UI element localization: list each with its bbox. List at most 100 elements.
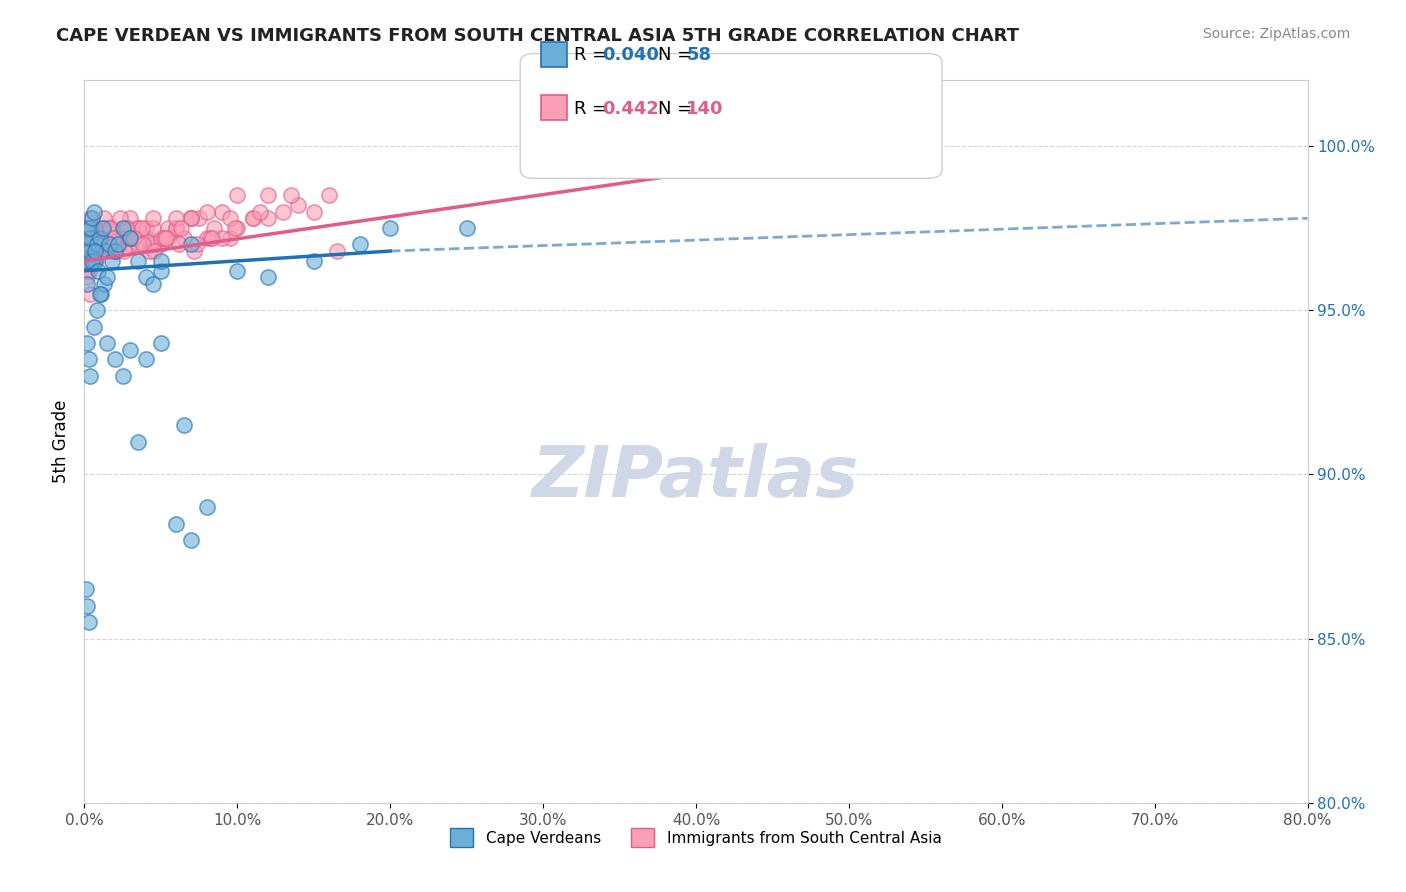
Point [84,254,107,268]
Point [105,244,128,258]
Point [76,254,98,268]
Text: N =: N = [658,100,697,118]
Point [97,237,120,252]
Point [146,237,169,252]
Point [120,343,142,357]
Point [180,211,202,226]
Point [218,211,240,226]
Point [242,211,264,226]
Point [280,188,302,202]
Point [127,237,149,252]
Point [79,254,101,268]
Point [211,231,233,245]
Point [142,237,165,252]
Point [115,221,138,235]
Point [98,221,121,235]
Point [180,533,202,547]
Point [96,336,118,351]
Point [77,237,100,252]
Point [180,211,202,226]
Point [93,277,115,291]
Point [149,231,172,245]
Point [97,221,120,235]
Point [90,221,112,235]
Point [86,237,108,252]
Point [104,244,127,258]
Point [83,237,105,252]
Point [186,237,208,252]
Point [76,237,98,252]
Point [165,221,187,235]
Point [103,231,125,245]
Point [79,221,101,235]
Point [76,599,98,613]
Point [127,434,149,449]
Point [165,516,187,531]
Point [108,237,131,252]
Point [94,221,117,235]
Point [129,237,152,252]
Point [89,244,111,258]
Point [111,368,134,383]
Point [104,352,127,367]
Point [195,231,218,245]
Point [86,237,108,252]
Text: R =: R = [574,46,613,64]
Point [79,231,101,245]
Point [83,244,105,258]
Point [914,139,936,153]
Point [198,231,221,245]
Point [94,221,117,235]
Text: Source: ZipAtlas.com: Source: ZipAtlas.com [1202,27,1350,41]
Point [170,221,193,235]
Point [87,244,110,258]
Point [167,237,190,252]
Point [84,237,107,252]
Point [195,500,218,515]
Point [90,286,112,301]
Point [131,221,153,235]
Point [96,231,118,245]
Point [76,244,98,258]
Point [380,221,402,235]
Point [120,237,142,252]
Point [76,244,98,258]
Point [132,237,155,252]
Point [226,221,249,235]
Text: 140: 140 [686,100,724,118]
Point [77,352,100,367]
Point [91,221,114,235]
Point [89,244,111,258]
Point [120,211,142,226]
Point [257,188,280,202]
Point [93,211,115,226]
Point [96,270,118,285]
Point [111,231,134,245]
Point [86,237,108,252]
Point [135,352,157,367]
Point [349,237,371,252]
Point [111,231,134,245]
Point [89,221,111,235]
Point [80,244,103,258]
Text: 58: 58 [686,46,711,64]
Point [122,231,145,245]
Point [75,221,97,235]
Point [157,221,180,235]
Point [201,231,224,245]
Point [83,254,105,268]
Point [77,254,100,268]
Point [153,231,176,245]
Point [211,204,233,219]
Point [138,244,160,258]
Point [75,231,97,245]
Point [77,615,100,630]
Point [149,254,172,268]
Point [271,204,294,219]
Point [135,221,157,235]
Point [122,231,145,245]
Point [103,231,125,245]
Point [135,231,157,245]
Point [80,254,103,268]
Point [80,231,103,245]
